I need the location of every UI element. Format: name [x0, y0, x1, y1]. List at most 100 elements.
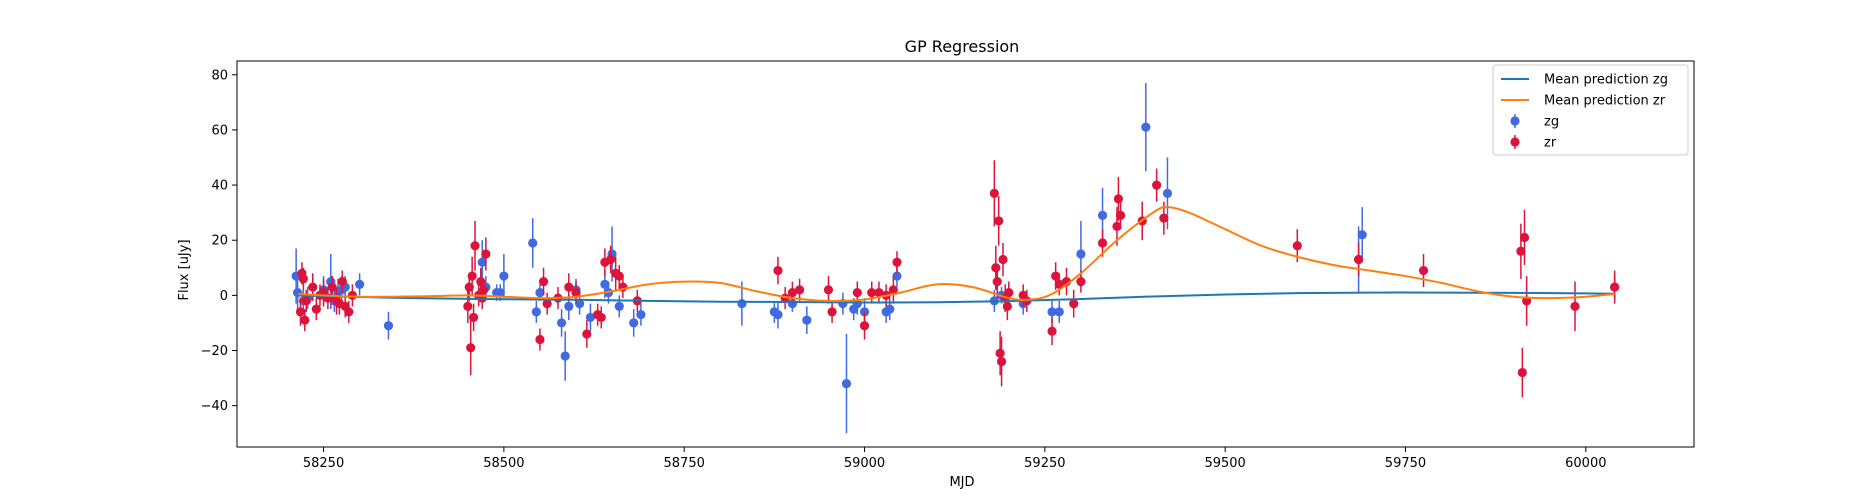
point-zr [996, 356, 1007, 367]
series-zg [291, 83, 1620, 434]
point-zr [867, 288, 877, 298]
point-zg [575, 299, 585, 309]
legend: Mean prediction zg Mean prediction zr zg zr [1492, 64, 1689, 156]
legend-swatch-marker [1510, 137, 1520, 147]
x-tick-label: 58500 [483, 456, 524, 471]
point-zr [1054, 279, 1064, 289]
point-zg [1076, 249, 1086, 259]
point-zr [1097, 238, 1108, 248]
point-zr [564, 282, 574, 292]
point-zr [327, 282, 337, 292]
point-zg [383, 321, 394, 331]
point-zg [1357, 230, 1367, 240]
x-tick-label: 58750 [664, 456, 705, 471]
point-zg [477, 257, 487, 267]
point-zr [1051, 271, 1061, 281]
point-zr [311, 304, 321, 314]
legend-swatch-marker [1510, 116, 1520, 126]
y-tick-label: 80 [211, 68, 228, 83]
point-zg [528, 238, 538, 248]
legend-label: Mean prediction zr [1544, 94, 1666, 109]
point-zr [295, 307, 306, 317]
line-mean-prediction-zg [298, 291, 1615, 304]
point-zr [1159, 213, 1169, 223]
point-zr [992, 276, 1002, 287]
point-zg [614, 301, 624, 311]
point-zg [1054, 307, 1064, 317]
y-tick-label: 20 [211, 234, 228, 249]
point-zg [841, 378, 852, 389]
x-tick-label: 59000 [844, 456, 885, 471]
point-zr [1610, 282, 1620, 292]
line-mean-prediction-zr [298, 206, 1615, 302]
point-zr [463, 301, 473, 311]
legend-entry: zr [1510, 135, 1557, 151]
point-zg [600, 279, 610, 289]
point-zr [300, 315, 310, 325]
y-axis-label: Flux [uJy] [177, 239, 192, 300]
legend-entry: Mean prediction zr [1501, 94, 1666, 109]
point-zr [991, 263, 1001, 273]
point-zr [1516, 246, 1526, 256]
point-zg [629, 318, 639, 328]
x-tick-label: 58250 [303, 456, 344, 471]
point-zr [301, 296, 311, 306]
legend-box [1492, 64, 1689, 156]
y-tick-label: 0 [220, 289, 228, 304]
point-zr [542, 299, 552, 309]
point-zr [995, 348, 1005, 358]
point-zg [1047, 307, 1057, 317]
point-zr [614, 271, 624, 281]
point-zr [874, 288, 884, 298]
point-zr [1354, 254, 1364, 265]
point-zg [636, 310, 646, 320]
point-zr [989, 188, 999, 198]
point-zr [852, 288, 862, 298]
point-zr [298, 274, 308, 284]
point-zr [467, 271, 477, 281]
point-zr [1069, 299, 1079, 309]
point-zr [1115, 210, 1126, 220]
point-zr [1152, 180, 1162, 190]
point-zr [795, 285, 805, 295]
point-zg [531, 307, 541, 317]
point-zr [468, 312, 479, 323]
point-zr [1418, 265, 1429, 276]
plot-area [291, 83, 1620, 434]
point-zr [1570, 301, 1580, 311]
y-tick-label: 60 [211, 123, 228, 138]
point-zg [885, 304, 895, 314]
point-zg [892, 271, 902, 281]
y-tick-label: −20 [201, 344, 228, 359]
legend-entry: Mean prediction zg [1501, 73, 1668, 88]
point-zg [535, 288, 545, 298]
point-zr [827, 307, 837, 317]
x-tick-label: 59750 [1385, 456, 1426, 471]
point-zr [1292, 241, 1302, 251]
point-zg [355, 279, 365, 289]
point-zr [571, 288, 581, 298]
point-zg [1162, 188, 1173, 198]
legend-entry: zg [1510, 114, 1559, 130]
point-zr [479, 285, 489, 295]
legend-label: Mean prediction zg [1544, 73, 1668, 88]
point-zr [347, 290, 358, 300]
point-zr [888, 285, 898, 295]
x-tick-label: 60000 [1565, 456, 1606, 471]
point-zr [1004, 288, 1014, 298]
point-zr [892, 257, 902, 267]
legend-label: zg [1544, 115, 1559, 130]
chart-title: GP Regression [905, 37, 1020, 56]
x-tick-label: 59250 [1024, 456, 1065, 471]
x-tick-label: 59500 [1204, 456, 1245, 471]
point-zr [337, 276, 347, 287]
point-zr [1519, 232, 1530, 243]
point-zg [564, 301, 574, 311]
y-tick-label: 40 [211, 179, 228, 194]
point-zr [1047, 326, 1057, 336]
point-zr [1517, 367, 1527, 378]
legend-label: zr [1544, 136, 1557, 151]
point-zr [535, 334, 545, 345]
point-zr [1113, 194, 1124, 204]
